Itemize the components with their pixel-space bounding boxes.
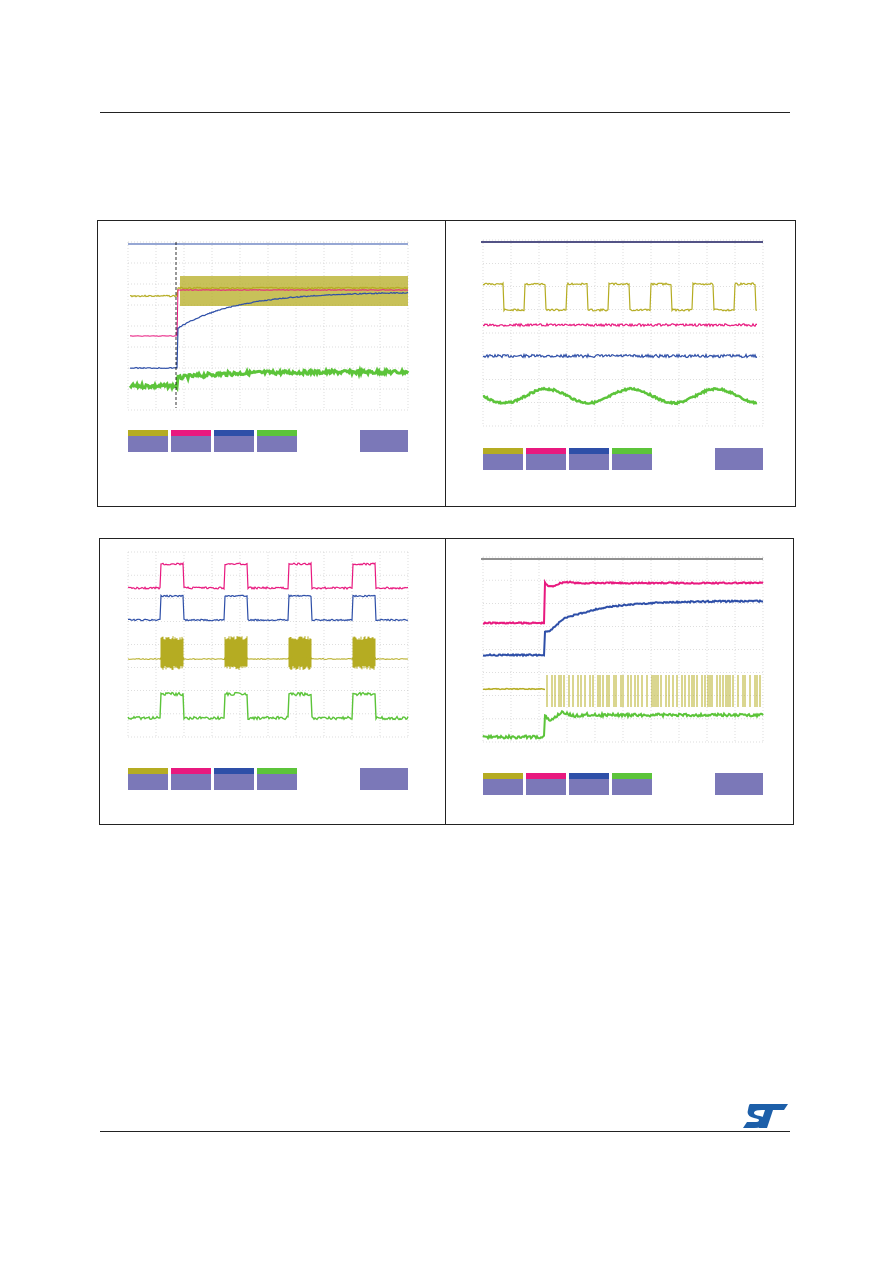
scope-capture-ripple [475, 238, 765, 474]
st-logo-icon [743, 1104, 788, 1128]
s2-graticule [481, 239, 764, 470]
s3-graticule [127, 551, 409, 790]
scope-capture-transient [475, 555, 765, 795]
s1-graticule [127, 241, 410, 452]
scope-capture-burst [120, 550, 410, 790]
header-rule [100, 112, 790, 113]
figure-row-1-divider [445, 220, 446, 506]
scope-capture-startup [120, 240, 410, 472]
footer-rule [100, 1131, 790, 1132]
s4-graticule [481, 556, 764, 795]
figure-row-2-divider [445, 538, 446, 824]
